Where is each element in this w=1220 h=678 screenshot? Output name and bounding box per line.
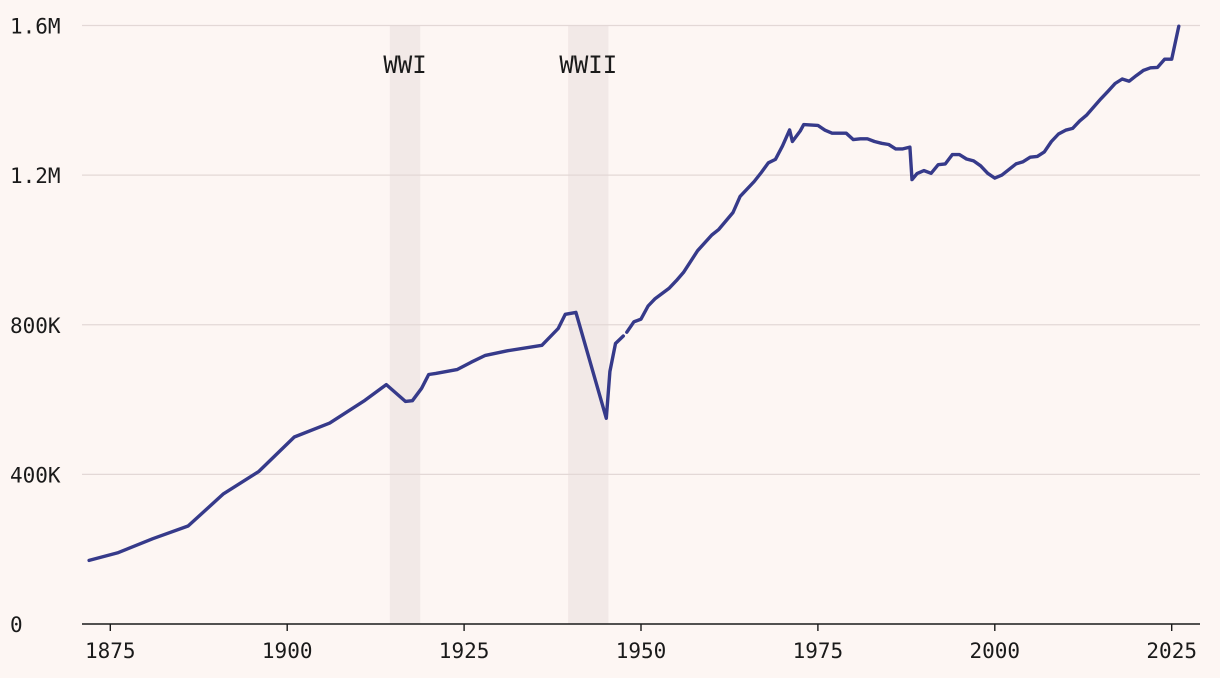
x-tick-label: 1875 [85, 639, 136, 663]
tick-labels: 0 400K 800K 1.2M 1.6M 1875 1900 1925 1950 1975 200… [10, 15, 1197, 664]
y-tick-label: 1.2M [10, 164, 61, 188]
series-line-segment-2 [625, 24, 1181, 334]
y-tick-label: 800K [10, 314, 61, 338]
y-tick-label: 400K [10, 463, 61, 487]
x-tick-label: 1925 [439, 639, 490, 663]
series-line-segment-1 [87, 310, 625, 563]
x-tick-label: 1950 [616, 639, 667, 663]
band-label-wwi: WWI [383, 51, 426, 79]
band-label-wwii: WWII [559, 51, 617, 79]
x-tick-label: 1900 [262, 639, 313, 663]
y-tick-label: 1.6M [10, 15, 61, 39]
x-tick-label: 1975 [793, 639, 844, 663]
x-tick-label: 2025 [1146, 639, 1197, 663]
gridlines [82, 24, 1200, 476]
y-tick-label: 0 [10, 613, 23, 637]
series-lines [87, 24, 1181, 563]
x-tick-label: 2000 [970, 639, 1021, 663]
x-axis [82, 623, 1200, 631]
